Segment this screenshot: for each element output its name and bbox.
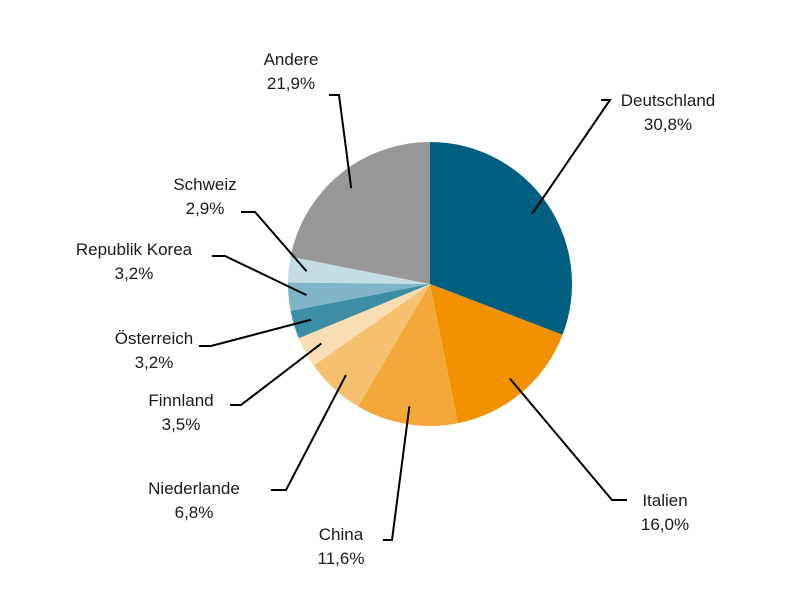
slice-value-label: 2,9% — [186, 199, 225, 218]
slice-value-label: 16,0% — [641, 515, 689, 534]
slice-label: Republik Korea — [76, 240, 193, 259]
slice-value-label: 3,2% — [115, 264, 154, 283]
pie-slices — [288, 142, 573, 426]
slice-labels: Deutschland 30,8% Italien 16,0% China 11,6% Ni… — [76, 50, 715, 568]
pie-slice-italien — [430, 284, 563, 424]
slice-value-label: 21,9% — [267, 74, 315, 93]
pie-slice-niederlande — [313, 284, 430, 407]
leader-line — [531, 99, 612, 215]
slice-label: Finnland — [148, 391, 213, 410]
slice-label: Andere — [264, 50, 319, 69]
slice-label: Deutschland — [621, 91, 716, 110]
slice-value-label: 30,8% — [644, 115, 692, 134]
leader-line — [241, 211, 308, 272]
leader-line — [329, 94, 353, 189]
leader-line — [383, 406, 411, 541]
slice-label: Niederlande — [148, 479, 240, 498]
leader-line — [509, 378, 627, 501]
leader-line — [199, 318, 312, 347]
slice-label: Italien — [642, 491, 687, 510]
slice-label: Schweiz — [173, 175, 236, 194]
slice-label: China — [319, 525, 364, 544]
pie-slice-schweiz — [288, 256, 430, 284]
slice-value-label: 3,5% — [162, 415, 201, 434]
leader-line — [230, 342, 322, 406]
slice-value-label: 3,2% — [135, 353, 174, 372]
pie-slice-österreich — [290, 284, 430, 339]
leader-lines — [199, 94, 627, 541]
slice-value-label: 6,8% — [175, 503, 214, 522]
slice-value-label: 11,6% — [318, 549, 365, 568]
pie-slice-finnland — [298, 284, 430, 366]
pie-slice-deutschland — [430, 142, 573, 335]
leader-line — [212, 255, 307, 297]
leader-line — [271, 374, 347, 491]
pie-slice-andere — [290, 142, 430, 284]
pie-slice-china — [358, 284, 458, 426]
slice-label: Österreich — [115, 329, 193, 348]
pie-slice-republik-korea — [288, 282, 430, 311]
